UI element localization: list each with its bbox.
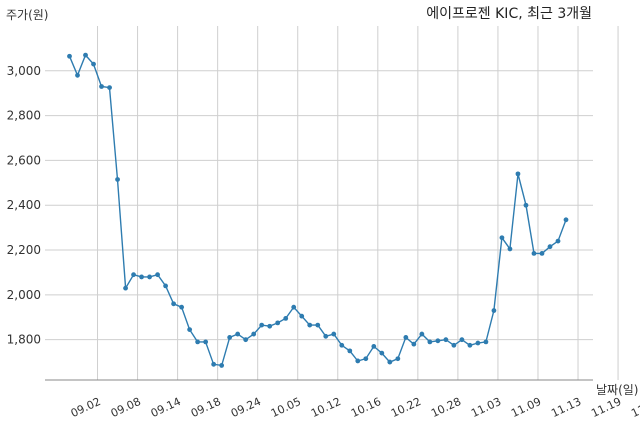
price-point [227, 335, 233, 340]
price-line [68, 53, 567, 367]
price-point [355, 358, 361, 364]
price-point [251, 331, 257, 337]
price-point [139, 274, 144, 280]
y-tick-label: 2,600 [7, 153, 41, 167]
y-tick-label: 2,200 [7, 243, 41, 257]
price-point [523, 202, 529, 208]
y-tick-label: 1,800 [7, 333, 41, 347]
price-point [107, 85, 112, 91]
price-point [419, 331, 425, 337]
x-tick-label: 10.16 [349, 395, 383, 419]
x-tick-label: 11.25 [629, 395, 640, 419]
price-point [147, 274, 152, 280]
price-point [459, 337, 465, 343]
price-point [243, 337, 249, 343]
x-tick-label: 11.09 [509, 395, 543, 419]
price-point [331, 331, 337, 337]
price-point [539, 251, 545, 256]
price-point [195, 339, 201, 345]
price-point [259, 322, 265, 328]
price-point [427, 339, 433, 345]
price-point [99, 84, 104, 89]
x-tick-label: 10.28 [429, 395, 463, 419]
x-axis-label: 날짜(일) [596, 383, 639, 397]
chart-title: 에이프로젠 KIC, 최근 3개월 [426, 6, 592, 22]
price-point [219, 363, 225, 368]
price-point [515, 171, 521, 177]
price-point [307, 322, 313, 328]
price-point [363, 356, 369, 362]
price-point [403, 335, 409, 340]
price-point [531, 251, 537, 256]
price-point [83, 52, 88, 58]
price-point [171, 301, 177, 307]
price-point [499, 235, 505, 241]
price-point [323, 333, 329, 339]
x-tick-label: 10.22 [389, 395, 423, 419]
y-tick-label: 2,400 [7, 198, 41, 212]
price-point [547, 244, 553, 250]
price-point [395, 356, 401, 362]
price-point [563, 217, 569, 223]
x-tick-label: 09.02 [69, 395, 103, 419]
price-point [291, 304, 297, 310]
price-point [187, 327, 193, 332]
x-tick-label: 10.12 [309, 395, 343, 419]
price-point [235, 331, 241, 337]
y-tick-label: 2,000 [7, 288, 41, 302]
price-point [115, 177, 120, 182]
price-point [179, 304, 185, 310]
price-point [155, 272, 160, 278]
price-point [123, 285, 128, 291]
x-tick-label: 11.13 [549, 395, 583, 419]
price-point [131, 272, 136, 278]
price-point [275, 320, 281, 326]
price-point [75, 72, 80, 78]
y-axis-label: 주가(원) [6, 8, 49, 22]
price-point [387, 359, 393, 365]
price-point [435, 338, 441, 344]
price-point [211, 361, 217, 367]
price-point [443, 337, 449, 343]
x-tick-label: 09.18 [189, 395, 223, 419]
price-point [91, 61, 96, 67]
price-point [283, 315, 289, 321]
y-tick-label: 3,000 [7, 64, 41, 78]
x-tick-label: 09.08 [109, 395, 143, 419]
price-point [339, 342, 345, 348]
price-point [163, 283, 168, 289]
price-point [315, 322, 321, 328]
x-tick-label: 10.05 [269, 395, 303, 419]
price-point [555, 238, 561, 244]
price-point [67, 53, 72, 59]
price-point [347, 348, 353, 354]
price-point [299, 313, 305, 319]
price-point [467, 342, 473, 348]
price-point [451, 342, 457, 348]
price-point [475, 340, 481, 346]
price-point [491, 308, 497, 313]
y-tick-label: 2,800 [7, 109, 41, 123]
x-tick-label: 09.24 [229, 395, 263, 419]
price-point [507, 246, 513, 252]
price-point [203, 339, 209, 345]
price-point [267, 323, 273, 329]
x-tick-label: 11.03 [469, 395, 503, 419]
price-point [483, 339, 489, 345]
x-tick-label: 11.19 [589, 395, 623, 419]
price-point [371, 343, 377, 349]
price-point [379, 350, 385, 356]
x-tick-label: 09.14 [149, 395, 183, 419]
price-point [411, 341, 417, 347]
